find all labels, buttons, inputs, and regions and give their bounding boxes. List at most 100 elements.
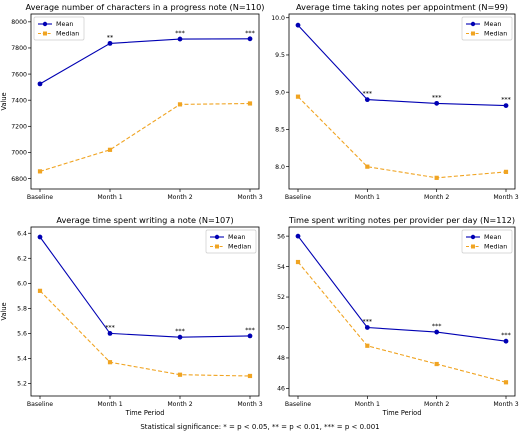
y-tick-label: 7600	[11, 71, 27, 78]
series-line-median	[39, 290, 251, 377]
y-tick-label: 9.5	[275, 52, 285, 59]
y-tick-label: 7200	[11, 124, 27, 131]
y-tick-label: 52	[277, 294, 285, 301]
x-tick-label: Baseline	[285, 194, 311, 201]
legend-marker-median	[215, 244, 219, 249]
legend-label: Mean	[484, 20, 501, 28]
y-tick-label: 8.0	[275, 164, 285, 171]
x-tick-label: Month 1	[355, 401, 380, 408]
significance-annotation: ***	[245, 326, 255, 334]
y-tick-label: 5.4	[17, 356, 27, 363]
series-line-median	[297, 261, 507, 383]
legend-marker-median	[471, 244, 475, 249]
data-point-median	[37, 288, 43, 293]
y-tick-label: 7000	[11, 150, 27, 157]
data-point-mean	[37, 81, 43, 87]
data-point-mean	[295, 233, 301, 239]
data-point-median	[365, 164, 370, 169]
data-point-median	[177, 372, 183, 377]
legend-label: Median	[56, 30, 79, 38]
legend-label: Mean	[484, 233, 501, 241]
legend-label: Median	[484, 243, 507, 251]
y-tick-label: 50	[277, 325, 285, 332]
legend-marker-mean	[42, 21, 48, 27]
x-tick-label: Baseline	[285, 401, 311, 408]
y-axis-label: Value	[0, 92, 8, 110]
data-point-median	[177, 102, 183, 107]
chart-panel-3: Average time spent writing a note (N=107…	[0, 215, 263, 417]
chart-title: Time spent writing notes per provider pe…	[288, 215, 515, 225]
significance-annotation: ***	[105, 323, 115, 331]
plot-frame	[30, 13, 260, 190]
series-line-mean	[297, 235, 507, 342]
x-tick-label: Month 1	[355, 194, 380, 201]
chart-panel-1: Average number of characters in a progre…	[0, 2, 265, 201]
footnote: Statistical significance: * = p < 0.05, …	[140, 423, 380, 431]
y-tick-label: 7800	[11, 45, 27, 52]
significance-annotation: ***	[501, 96, 511, 104]
data-point-mean	[295, 22, 301, 28]
series-line-mean	[39, 236, 251, 338]
y-tick-label: 48	[277, 355, 285, 362]
y-tick-label: 6.0	[17, 281, 27, 288]
data-point-mean	[503, 103, 509, 108]
data-point-median	[247, 373, 253, 379]
legend-marker-mean	[470, 21, 476, 27]
x-axis-label: Time Period	[125, 409, 165, 417]
data-point-mean	[177, 36, 183, 42]
x-tick-label: Month 2	[167, 194, 192, 201]
y-tick-label: 9.0	[275, 89, 285, 96]
significance-annotation: ***	[432, 322, 442, 330]
series-line-median	[297, 96, 507, 179]
data-point-median	[503, 169, 509, 174]
chart-title: Average number of characters in a progre…	[25, 2, 264, 12]
x-tick-label: Month 3	[493, 401, 518, 408]
y-tick-label: 6.4	[17, 230, 27, 237]
data-point-mean	[107, 40, 113, 46]
chart-panel-2: Average time taking notes per appointmen…	[271, 2, 518, 201]
data-point-median	[107, 147, 113, 152]
data-point-mean	[247, 333, 253, 339]
legend-marker-median	[43, 31, 47, 36]
legend-label: Mean	[228, 233, 245, 241]
data-point-mean	[364, 325, 370, 330]
data-point-median	[434, 361, 439, 367]
significance-annotation: ***	[175, 29, 185, 37]
y-tick-label: 5.2	[17, 381, 27, 388]
data-point-median	[365, 343, 370, 348]
data-point-median	[37, 169, 43, 174]
significance-annotation: ***	[175, 327, 185, 335]
y-tick-label: 5.8	[17, 306, 27, 313]
x-tick-label: Month 3	[493, 194, 518, 201]
x-tick-label: Baseline	[27, 194, 53, 201]
legend: Mean Median	[205, 229, 257, 254]
series-line-mean	[297, 24, 507, 107]
significance-annotation: ***	[363, 90, 373, 98]
data-point-mean	[37, 234, 43, 240]
series-line-median	[39, 102, 251, 172]
y-axis-label: Value	[0, 302, 8, 320]
y-tick-label: 6.2	[17, 255, 27, 262]
significance-annotation: ***	[363, 317, 373, 325]
significance-annotation: ***	[501, 331, 511, 339]
legend: Mean Median	[33, 16, 85, 41]
plot-frame	[288, 226, 516, 397]
y-tick-label: 56	[277, 233, 285, 240]
data-point-median	[247, 101, 253, 106]
data-point-mean	[364, 97, 370, 103]
y-tick-label: 8000	[11, 19, 27, 26]
legend: Mean Median	[461, 229, 513, 254]
legend-label: Median	[484, 30, 507, 38]
legend-label: Median	[228, 243, 251, 251]
data-point-median	[295, 94, 301, 99]
data-point-mean	[177, 334, 183, 340]
x-tick-label: Month 1	[97, 194, 122, 201]
x-tick-label: Month 2	[167, 401, 192, 408]
x-tick-label: Month 3	[237, 401, 262, 408]
y-tick-label: 54	[277, 264, 285, 271]
significance-annotation: ***	[432, 93, 442, 101]
y-tick-label: 7400	[11, 97, 27, 104]
data-point-mean	[434, 100, 440, 106]
significance-annotation: ***	[245, 29, 255, 37]
